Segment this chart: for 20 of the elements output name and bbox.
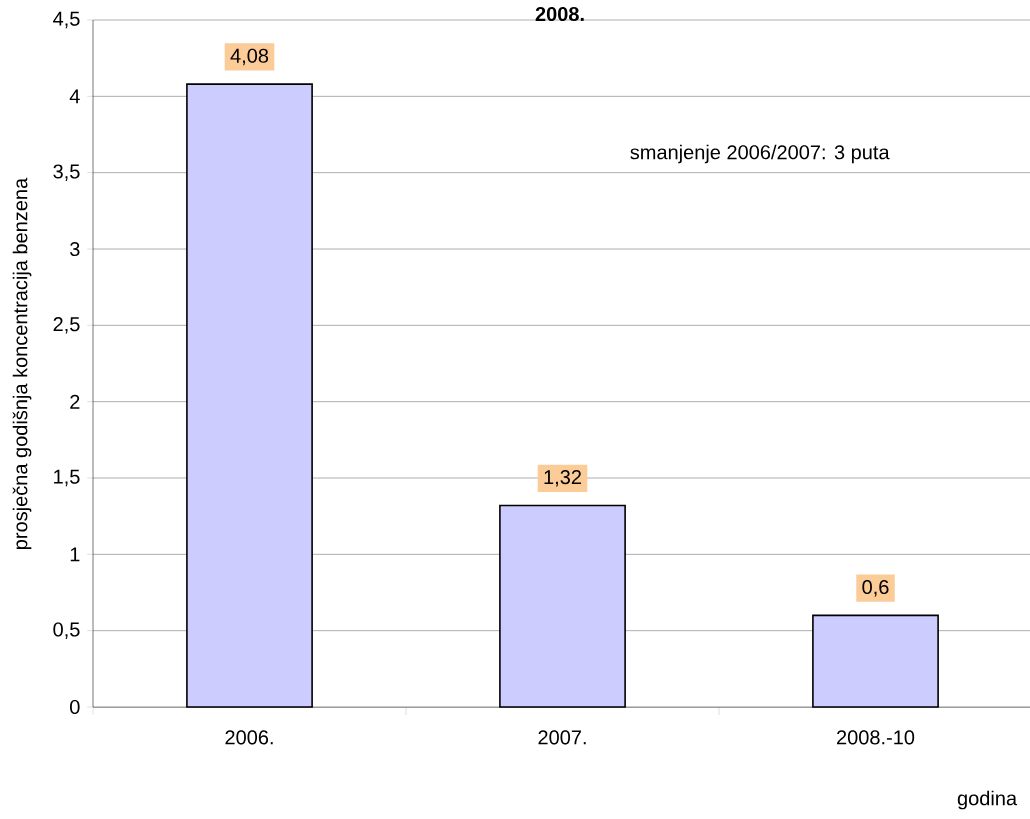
data-label: 0,6 <box>862 579 889 597</box>
x-axis-title: godina <box>957 790 1018 810</box>
chart-title: 2008. <box>535 6 584 22</box>
y-tick-label: 1 <box>70 547 80 562</box>
y-tick-label: 0 <box>70 699 80 715</box>
y-tick-label: 1,5 <box>54 469 80 487</box>
y-tick-label: 3 <box>70 241 80 257</box>
data-label: 4,08 <box>230 48 269 66</box>
y-tick-label: 2,5 <box>53 317 80 334</box>
y-axis-title: prosječna godišnja koncentracija benzena <box>12 177 32 549</box>
x-tick-label: 2006. <box>225 730 273 745</box>
annotation: smanjenje 2006/2007: 3 puta <box>630 144 890 164</box>
y-tick-label: 3,5 <box>53 164 80 181</box>
y-tick-label: 4,5 <box>53 11 80 29</box>
y-tick-label: 2 <box>70 394 80 409</box>
x-tick-label: 2008.-10 <box>837 730 915 745</box>
y-tick-label: 0,5 <box>53 622 80 639</box>
data-label: 1,32 <box>544 470 581 487</box>
y-tick-label: 4 <box>69 89 80 104</box>
x-tick-label: 2007. <box>538 730 586 745</box>
